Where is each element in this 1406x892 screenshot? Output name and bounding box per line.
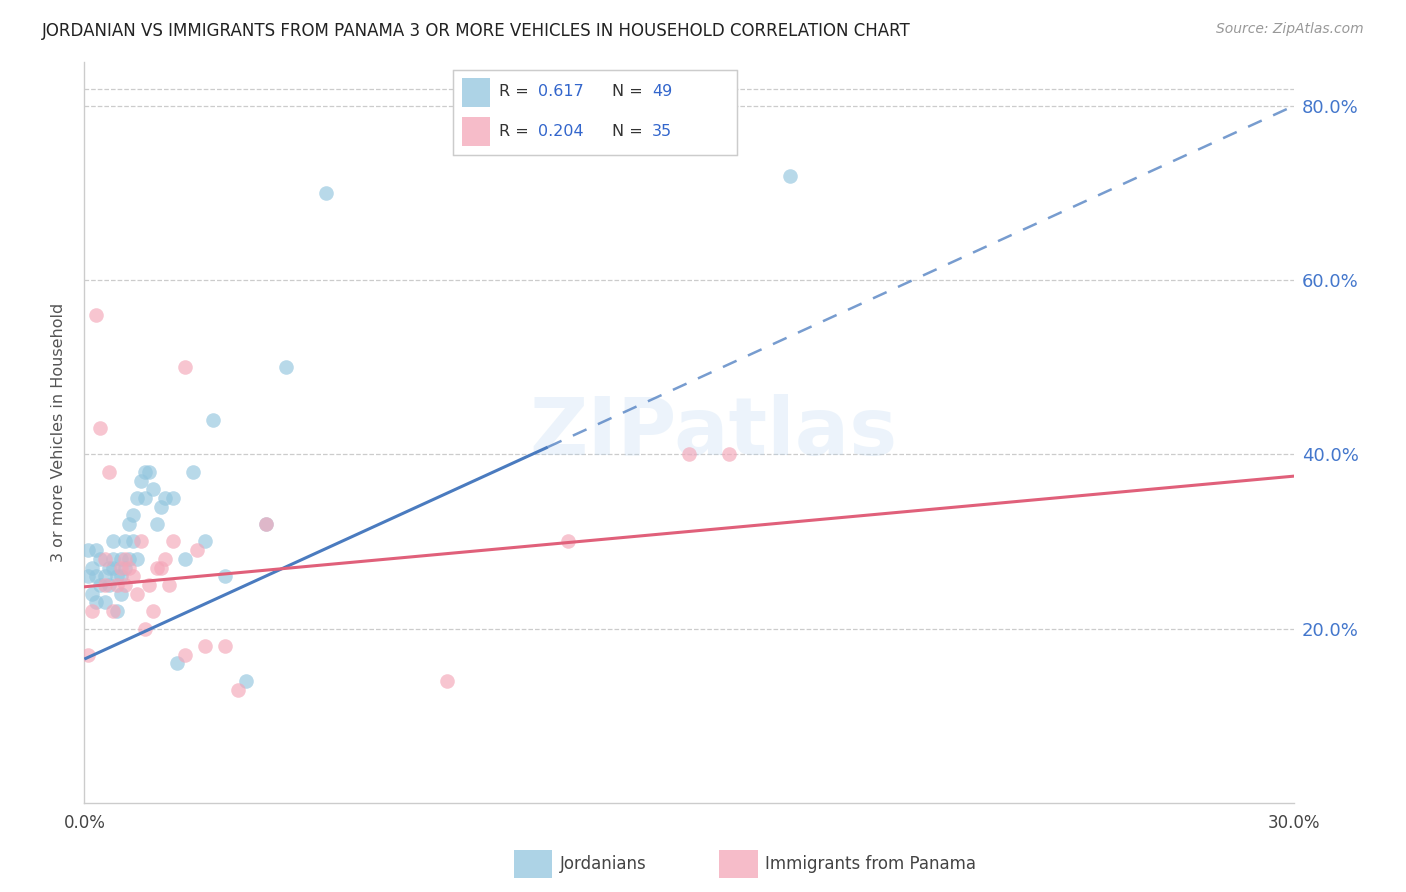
Point [110,587,132,601]
Point [436,673,458,688]
Point [82,587,104,601]
Point [138,578,160,592]
Point [77,569,100,583]
Point [93,552,115,566]
Point [254,517,277,532]
Point [89,421,111,435]
Point [93,569,115,583]
Point [86,543,108,558]
Point [129,474,152,488]
Point [142,604,165,618]
Point [166,657,188,671]
Point [89,552,111,566]
Point [97,578,120,592]
Point [105,578,128,592]
Point [89,578,111,592]
Point [121,534,143,549]
Point [235,673,257,688]
Point [82,604,104,618]
Point [142,482,165,496]
Point [114,552,136,566]
Point [110,560,132,574]
Point [138,465,160,479]
Point [254,517,277,532]
Point [202,412,225,426]
Bar [720,850,758,879]
Point [194,639,217,653]
Y-axis label: 3 or more Vehicles in Household: 3 or more Vehicles in Household [51,303,66,562]
Point [226,682,249,697]
Point [149,560,172,574]
Point [134,491,156,505]
Point [149,500,172,514]
Point [153,552,176,566]
Point [162,491,184,505]
Point [129,534,152,549]
Point [274,360,297,375]
Point [214,639,236,653]
Point [134,622,156,636]
Point [125,587,148,601]
Point [174,360,197,375]
Point [174,648,197,662]
Point [162,534,184,549]
Point [153,491,176,505]
Point [101,560,124,574]
Point [105,569,128,583]
Point [82,560,104,574]
Point [134,465,156,479]
Point [93,595,115,609]
Bar [513,850,553,879]
Point [86,595,108,609]
Point [77,543,100,558]
Point [146,517,169,532]
Point [678,447,700,461]
Point [101,534,124,549]
Text: Jordanians: Jordanians [560,855,647,873]
Point [174,552,197,566]
Point [86,308,108,322]
Point [118,552,141,566]
Point [114,578,136,592]
Point [101,604,124,618]
Point [86,569,108,583]
Text: JORDANIAN VS IMMIGRANTS FROM PANAMA 3 OR MORE VEHICLES IN HOUSEHOLD CORRELATION : JORDANIAN VS IMMIGRANTS FROM PANAMA 3 OR… [42,22,911,40]
Point [105,604,128,618]
Point [110,569,132,583]
Point [125,552,148,566]
Text: Immigrants from Panama: Immigrants from Panama [765,855,976,873]
Point [315,186,337,200]
Point [114,560,136,574]
Point [121,508,143,523]
Point [114,534,136,549]
Point [146,560,169,574]
Point [93,578,115,592]
Point [125,491,148,505]
Point [101,552,124,566]
Point [118,517,141,532]
Point [779,169,801,183]
Point [97,560,120,574]
Point [77,648,100,662]
Point [157,578,180,592]
Point [557,534,579,549]
Point [97,465,120,479]
Point [718,447,741,461]
Point [194,534,217,549]
Text: ZIPatlas: ZIPatlas [529,393,897,472]
Point [121,569,143,583]
Text: Source: ZipAtlas.com: Source: ZipAtlas.com [1216,22,1364,37]
Point [214,569,236,583]
Point [110,552,132,566]
Point [186,543,208,558]
Point [181,465,204,479]
Point [118,560,141,574]
